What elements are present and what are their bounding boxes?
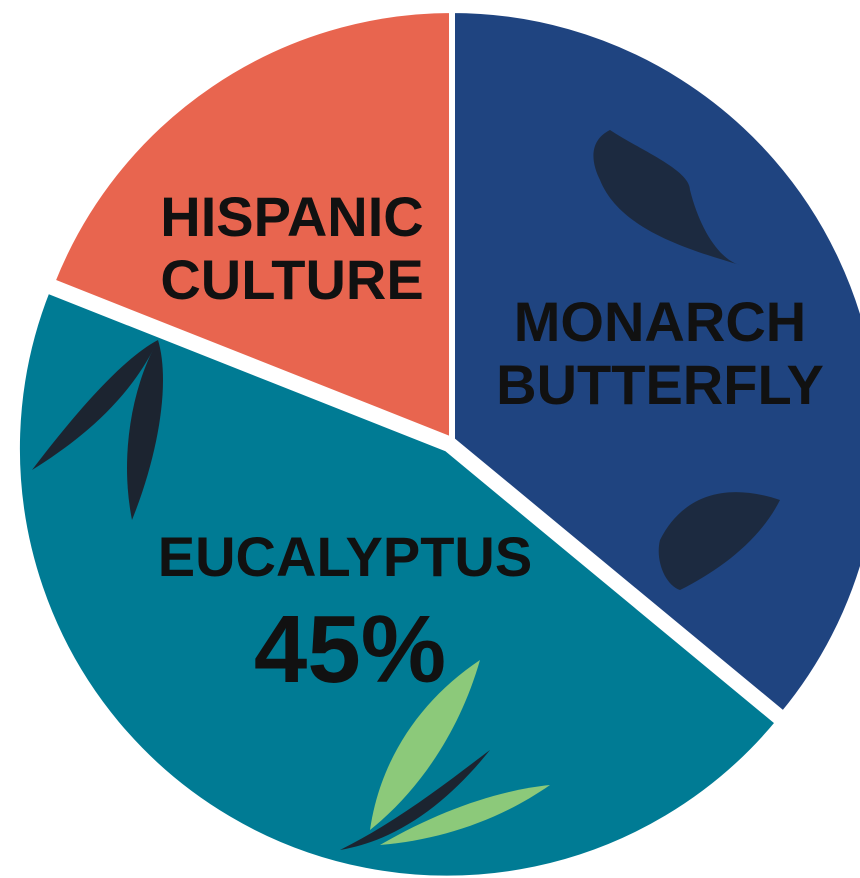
leaf [32, 340, 158, 470]
butterfly [658, 492, 780, 590]
decoration [370, 660, 550, 845]
pie-slice [49, 7, 455, 443]
butterfly [593, 130, 740, 265]
pie-slice [13, 287, 782, 878]
leaf [370, 660, 480, 830]
slice-label: EUCALYPTUS [157, 525, 533, 588]
leaf [127, 340, 163, 520]
leaf [380, 785, 550, 845]
slice-label: MONARCH BUTTERFLY [496, 290, 824, 416]
value-label: 45% [253, 596, 447, 703]
slice-label: HISPANIC CULTURE [160, 185, 424, 311]
pie-slice [449, 7, 860, 718]
decoration [32, 130, 780, 850]
